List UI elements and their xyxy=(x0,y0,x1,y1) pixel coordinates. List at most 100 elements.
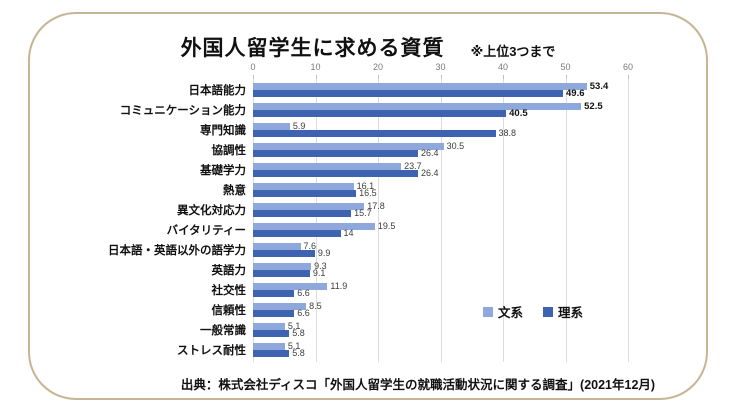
bar-track: 5.9 xyxy=(253,122,628,131)
bar-track: 6.6 xyxy=(253,288,628,298)
x-axis-tick-label: 20 xyxy=(372,62,384,72)
bar-group: 8.5 6.6 xyxy=(253,301,628,318)
chart-row: 信頼性 8.5 6.6 xyxy=(60,300,628,320)
axis-tick-mark xyxy=(565,75,567,79)
axis-tick-mark xyxy=(315,75,317,79)
card-border xyxy=(28,12,708,400)
x-axis-tick-label: 60 xyxy=(622,62,634,72)
gridline xyxy=(253,78,254,362)
bar-bunkei xyxy=(253,203,365,210)
bar-track: 23.7 xyxy=(253,161,628,171)
value-label: 5.1 xyxy=(287,321,301,331)
bar-rikei xyxy=(253,150,418,157)
bar-group: 17.8 15.7 xyxy=(253,202,628,218)
value-label: 9.1 xyxy=(312,268,326,278)
category-label: ストレス耐性 xyxy=(177,345,246,357)
bar-group: 11.9 6.6 xyxy=(253,281,628,298)
bar-rikei xyxy=(253,130,496,137)
value-label: 19.5 xyxy=(377,221,396,231)
category-label: 異文化対応力 xyxy=(177,205,246,217)
category-label: 社交性 xyxy=(211,285,247,297)
value-label: 11.9 xyxy=(330,281,348,291)
gridline xyxy=(503,78,504,362)
bar-track: 16.1 xyxy=(253,181,628,191)
bar-group: 5.1 5.8 xyxy=(253,342,628,358)
legend-swatch-bunkei xyxy=(483,306,493,317)
x-axis-tick-label: 30 xyxy=(435,62,446,72)
category-label: 日本語・英語以外の語学力 xyxy=(108,245,246,257)
bar-bunkei xyxy=(253,303,307,310)
bar-track: 5.1 xyxy=(253,321,628,331)
plot-area: 文系 理系 xyxy=(253,75,629,362)
bar-rikei xyxy=(253,310,295,317)
chart-header: 外国人留学生に求める資質 ※上位3つまで xyxy=(0,32,736,62)
chart-row: 基礎学力 23.7 26.4 xyxy=(60,160,628,180)
bar-group: 52.5 40.5 xyxy=(253,101,628,119)
legend-item-rikei: 理系 xyxy=(543,302,583,321)
bar-group: 30.5 26.4 xyxy=(253,142,628,158)
category-label: 熱意 xyxy=(223,185,246,197)
bar-bunkei xyxy=(253,283,328,290)
chart-row: 社交性 11.9 6.6 xyxy=(60,280,628,300)
bar-track: 5.1 xyxy=(253,342,628,351)
bar-rikei xyxy=(253,230,341,237)
gridline xyxy=(315,78,317,362)
bar-track: 16.5 xyxy=(253,189,628,198)
x-axis-tick-label: 50 xyxy=(560,62,571,72)
bar-bunkei xyxy=(253,183,354,190)
category-label: 一般常識 xyxy=(200,325,246,337)
bar-track: 53.4 xyxy=(253,82,628,91)
bar-track: 11.9 xyxy=(253,281,628,291)
value-label: 8.5 xyxy=(309,301,322,311)
bar-rikei xyxy=(253,110,507,117)
bar-bunkei xyxy=(253,263,312,270)
x-axis-tick-label: 40 xyxy=(497,62,509,72)
value-label: 26.4 xyxy=(421,168,439,178)
category-label: バイタリティー xyxy=(166,225,246,237)
value-label: 16.1 xyxy=(356,181,375,191)
category-label: 協調性 xyxy=(211,145,247,157)
bar-track: 7.6 xyxy=(253,242,628,251)
category-label: 信頼性 xyxy=(211,305,247,317)
bar-track: 38.8 xyxy=(253,128,628,138)
bar-track: 9.1 xyxy=(253,268,628,278)
chart-row: コミュニケーション能力 52.5 40.5 xyxy=(60,100,628,120)
value-label: 14 xyxy=(343,228,354,238)
bar-rikei xyxy=(253,330,290,337)
source-citation: 出典：株式会社ディスコ「外国人留学生の就職活動状況に関する調査」(2021年12… xyxy=(180,378,656,392)
bar-rikei xyxy=(253,290,295,297)
bar-track: 15.7 xyxy=(253,209,628,218)
axis-tick-mark xyxy=(628,75,629,79)
chart-row: バイタリティー 19.5 14 xyxy=(60,220,628,240)
value-label: 5.8 xyxy=(292,348,305,358)
category-label: 専門知識 xyxy=(200,125,246,137)
value-label: 23.7 xyxy=(404,161,422,171)
legend: 文系 理系 xyxy=(483,302,583,321)
value-label: 38.8 xyxy=(498,128,517,138)
bar-rikei xyxy=(253,170,418,177)
value-label: 52.5 xyxy=(584,101,603,112)
axis-tick-mark xyxy=(440,75,442,79)
value-label: 40.5 xyxy=(509,108,528,119)
chart-rows: 日本語能力 53.4 49.6 コミュニケーション能力 52.5 40.5 専門知識 5.9 3… xyxy=(60,80,628,360)
gridline xyxy=(565,78,567,362)
chart-title: 外国人留学生に求める資質 xyxy=(180,37,445,60)
axis-tick-mark xyxy=(378,75,379,79)
bar-track: 8.5 xyxy=(253,301,628,311)
bar-track: 26.4 xyxy=(253,148,628,158)
category-label: コミュニケーション能力 xyxy=(119,105,246,117)
bar-track: 9.9 xyxy=(253,249,628,258)
bar-group: 5.1 5.8 xyxy=(253,321,628,338)
value-label: 6.6 xyxy=(297,288,310,298)
chart-row: ストレス耐性 5.1 5.8 xyxy=(60,340,628,360)
bar-rikei xyxy=(253,90,563,97)
bar-rikei xyxy=(253,250,315,257)
value-label: 26.4 xyxy=(421,148,439,158)
value-label: 6.6 xyxy=(297,308,310,318)
legend-swatch-rikei xyxy=(543,306,554,317)
bar-group: 9.3 9.1 xyxy=(253,262,628,278)
bar-track: 19.5 xyxy=(253,221,628,231)
bar-track: 49.6 xyxy=(253,89,628,98)
bar-group: 5.9 38.8 xyxy=(253,122,628,138)
